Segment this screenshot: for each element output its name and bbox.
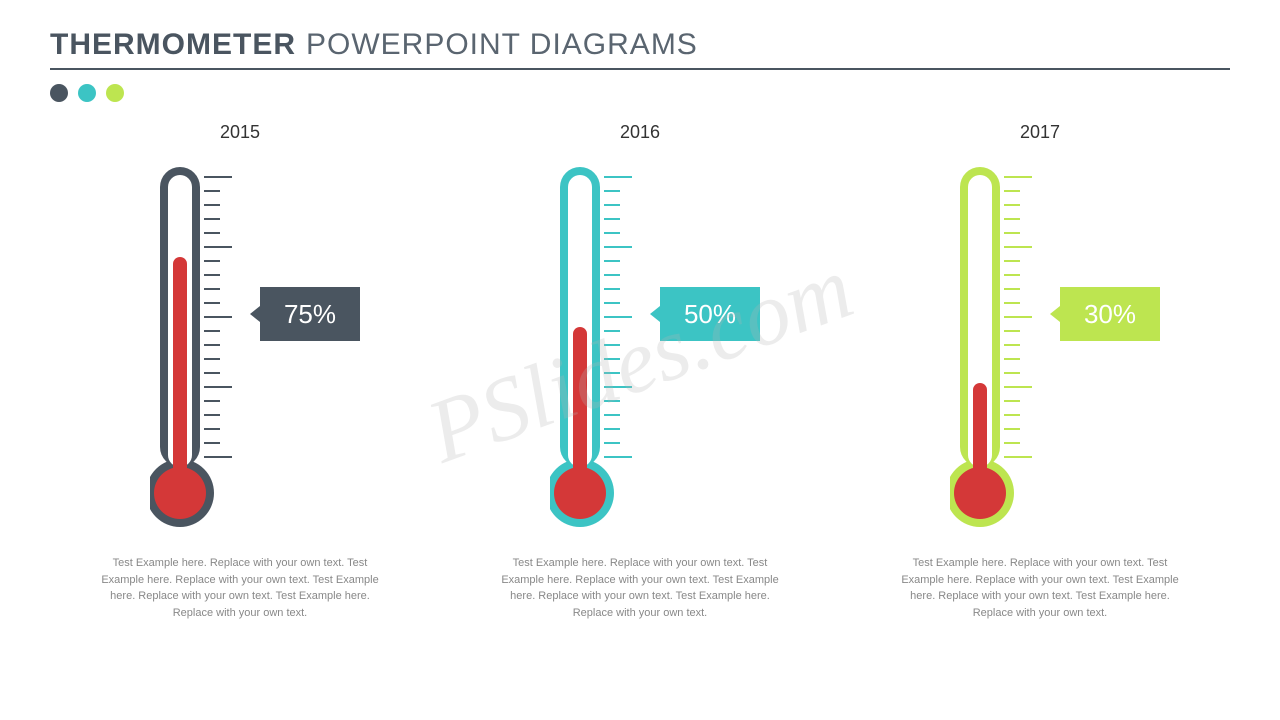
badge-arrow-icon: [250, 306, 260, 322]
thermometer-graphic: 30%: [910, 157, 1170, 537]
thermometer-graphic: 50%: [510, 157, 770, 537]
thermometer-column: 2015 75% Test Example here. Replace with y…: [60, 122, 420, 621]
slide-header: THERMOMETER POWERPOINT DIAGRAMS: [0, 0, 1280, 112]
value-badge: 30%: [1060, 287, 1160, 341]
value-badge: 50%: [660, 287, 760, 341]
badge-arrow-icon: [650, 306, 660, 322]
accent-dot: [106, 84, 124, 102]
title-underline: [50, 68, 1230, 70]
title-row: THERMOMETER POWERPOINT DIAGRAMS: [50, 28, 1230, 62]
accent-dot: [50, 84, 68, 102]
thermometer-graphic: 75%: [110, 157, 370, 537]
year-label: 2016: [620, 122, 660, 143]
thermometer-description: Test Example here. Replace with your own…: [900, 555, 1180, 621]
accent-dot: [78, 84, 96, 102]
title-light: POWERPOINT DIAGRAMS: [306, 28, 698, 62]
thermometer-column: 2016 50% Test Example here. Replace with y…: [460, 122, 820, 621]
badge-arrow-icon: [1050, 306, 1060, 322]
thermometer-row: 2015 75% Test Example here. Replace with y…: [0, 112, 1280, 621]
accent-dots: [50, 84, 1230, 102]
title-bold: THERMOMETER: [50, 28, 296, 62]
thermometer-description: Test Example here. Replace with your own…: [100, 555, 380, 621]
thermometer-column: 2017 30% Test Example here. Replace with y…: [860, 122, 1220, 621]
year-label: 2015: [220, 122, 260, 143]
value-badge: 75%: [260, 287, 360, 341]
year-label: 2017: [1020, 122, 1060, 143]
thermometer-description: Test Example here. Replace with your own…: [500, 555, 780, 621]
